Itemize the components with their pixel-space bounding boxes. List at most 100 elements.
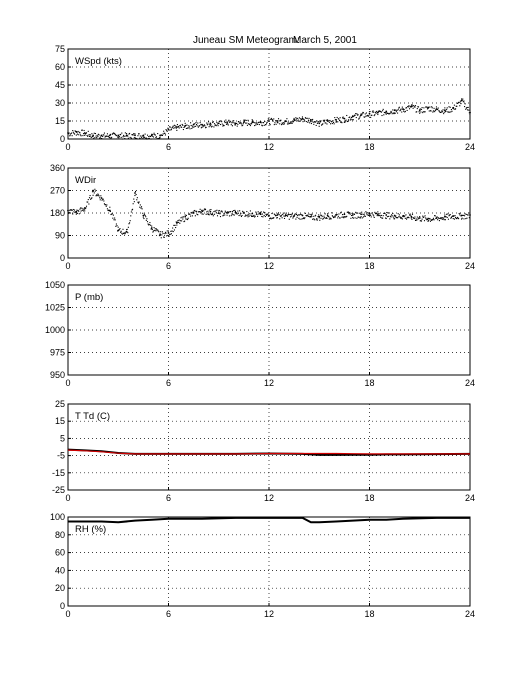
data-point-wspd [165, 129, 167, 131]
data-point-wdir [447, 213, 449, 215]
data-point-wspd [330, 123, 332, 125]
data-point-wspd [306, 117, 308, 119]
data-point-wspd [89, 134, 91, 136]
data-point-wspd [322, 119, 324, 121]
chart-title-date: March 5, 2001 [293, 35, 357, 46]
data-point-wspd [126, 133, 128, 135]
data-point-wdir [193, 210, 195, 212]
data-point-wspd [295, 117, 297, 119]
data-point-wspd [130, 137, 132, 139]
data-point-wspd [233, 120, 235, 122]
data-point-wspd [405, 107, 407, 109]
data-point-wspd [389, 113, 391, 115]
data-point-wdir [373, 215, 375, 217]
data-point-wdir [173, 224, 175, 226]
data-point-wdir [280, 214, 283, 216]
data-point-wdir [370, 214, 372, 216]
data-point-wspd [343, 117, 346, 120]
data-point-wdir [272, 217, 274, 219]
data-point-wdir [435, 217, 438, 219]
data-point-wdir [299, 218, 301, 220]
data-point-wdir [224, 214, 226, 216]
data-point-wdir [300, 214, 302, 216]
data-point-wspd [352, 119, 354, 121]
data-point-wspd [105, 135, 107, 137]
data-point-wspd [196, 123, 198, 126]
data-point-wspd [383, 114, 385, 116]
data-point-wdir [142, 212, 144, 214]
data-point-wspd [197, 126, 199, 128]
data-point-wdir [376, 212, 378, 215]
data-point-wdir [405, 214, 407, 216]
data-point-wspd [277, 122, 279, 124]
x-tick-label-wdir: 24 [465, 261, 475, 271]
data-point-wdir [450, 217, 452, 219]
data-point-wspd [174, 126, 176, 128]
data-point-wdir [254, 216, 256, 218]
data-point-wspd [318, 125, 320, 127]
data-point-wspd [435, 106, 438, 108]
data-point-wdir [434, 215, 436, 217]
data-point-wspd [152, 133, 154, 135]
data-point-wdir [328, 216, 330, 218]
data-point-wspd [218, 120, 220, 123]
data-point-wdir [331, 212, 333, 214]
y-tick-label-pressure: 1025 [45, 303, 65, 313]
data-point-wspd [360, 114, 363, 116]
data-point-wspd [234, 124, 237, 126]
data-point-wspd [445, 110, 447, 112]
data-point-wspd [76, 133, 79, 135]
data-point-wspd [290, 122, 292, 124]
data-point-wspd [234, 124, 236, 126]
data-point-wdir [353, 213, 356, 215]
data-point-wdir [103, 203, 105, 205]
data-point-wspd [375, 112, 377, 114]
data-point-wdir [439, 217, 441, 220]
panel-label-temp: T Td (C) [75, 411, 110, 422]
data-point-wdir [336, 213, 338, 216]
panel-temp: 0 6 12 18 24 -25 -15 -5 5 15 25 T Td (C) [52, 399, 475, 503]
data-point-wspd [242, 124, 244, 126]
data-point-wspd [313, 123, 315, 125]
data-point-wspd [248, 123, 250, 125]
data-point-wdir [68, 211, 70, 213]
data-point-wspd [403, 108, 405, 111]
data-point-wdir [132, 208, 134, 210]
data-point-wspd [73, 133, 76, 135]
data-point-wspd [351, 119, 353, 121]
data-point-wdir [385, 217, 387, 219]
data-point-wdir [364, 215, 366, 217]
data-point-wdir [238, 214, 240, 217]
data-point-wspd [215, 125, 217, 127]
data-point-wdir [173, 229, 175, 231]
data-point-wspd [446, 108, 448, 110]
data-point-wspd [395, 111, 397, 113]
data-point-wdir [321, 215, 323, 217]
data-point-wdir [340, 211, 342, 213]
data-point-wdir [356, 212, 359, 214]
data-point-wspd [345, 119, 347, 121]
data-point-wdir [231, 213, 233, 215]
data-point-wdir [222, 214, 225, 216]
data-point-wspd [450, 108, 452, 111]
data-point-wdir [216, 215, 219, 217]
data-point-wdir [151, 228, 153, 231]
data-point-wspd [213, 123, 216, 125]
data-point-wdir [321, 214, 323, 216]
data-point-wdir [465, 213, 467, 215]
data-point-wspd [458, 101, 460, 104]
data-point-wdir [411, 213, 414, 215]
data-point-wspd [77, 130, 79, 132]
data-point-wspd [276, 121, 278, 123]
data-point-wspd [406, 109, 408, 111]
data-point-wdir [94, 188, 96, 190]
data-point-wspd [281, 122, 283, 124]
data-point-wdir [246, 210, 248, 213]
data-point-wdir [254, 215, 256, 217]
data-point-wdir [388, 212, 390, 214]
data-point-wdir [172, 227, 174, 229]
data-point-wspd [367, 115, 369, 117]
data-point-wspd [187, 127, 189, 129]
y-tick-label-wspd: 15 [55, 116, 65, 126]
data-point-wspd [267, 120, 269, 122]
